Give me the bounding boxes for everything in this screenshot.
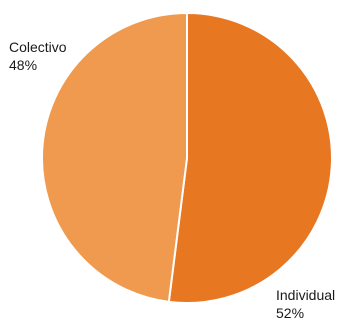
slice-value-colectivo: 48% <box>9 57 37 73</box>
slice-label-individual: Individual <box>276 287 335 303</box>
pie-slices <box>41 12 333 304</box>
slice-value-individual: 52% <box>276 305 304 321</box>
slice-label-colectivo: Colectivo <box>9 39 67 55</box>
pie-slice-colectivo <box>41 12 188 303</box>
pie-slice-individual <box>167 12 333 304</box>
